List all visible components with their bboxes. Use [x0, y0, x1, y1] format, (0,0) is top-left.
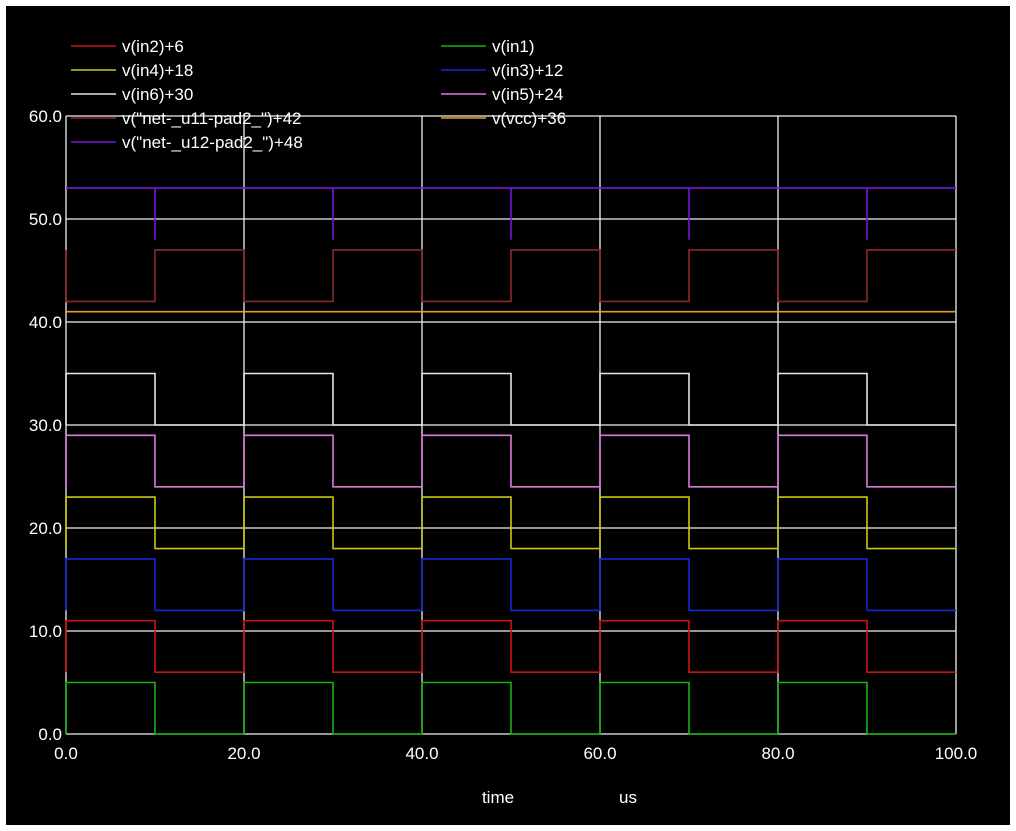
series-line-5	[65, 434, 956, 488]
series-line-1	[65, 681, 956, 735]
y-tick-label: 60.0	[29, 107, 62, 126]
series-line-4	[65, 372, 956, 426]
x-tick-label: 100.0	[935, 744, 978, 763]
y-tick-label: 40.0	[29, 313, 62, 332]
x-tick-label: 0.0	[54, 744, 78, 763]
x-axis-label: time	[482, 788, 514, 807]
legend-label: v("net-_u11-pad2_")+42	[122, 109, 302, 128]
y-tick-label: 30.0	[29, 416, 62, 435]
series-line-2	[65, 496, 956, 550]
y-tick-label: 10.0	[29, 622, 62, 641]
waveform-plot: 0.0 20.0 40.0 60.0 80.0 100.0 0.0 10.0 20.0 30.0…	[29, 37, 977, 807]
x-tick-label: 80.0	[761, 744, 794, 763]
legend-label: v(in1)	[492, 37, 535, 56]
legend-label: v(in3)+12	[492, 61, 563, 80]
legend-label: v(in4)+18	[122, 61, 193, 80]
series-line-8	[66, 187, 956, 240]
y-tick-label: 50.0	[29, 210, 62, 229]
series-line-0	[65, 619, 956, 674]
legend-label: v("net-_u12-pad2_")+48	[122, 133, 303, 152]
x-tick-label: 40.0	[405, 744, 438, 763]
series-line-6	[65, 249, 956, 303]
series-layer	[65, 187, 956, 735]
legend-label: v(in5)+24	[492, 85, 563, 104]
plot-window: 0.0 20.0 40.0 60.0 80.0 100.0 0.0 10.0 20.0 30.0…	[6, 6, 1010, 825]
legend-label: v(vcc)+36	[492, 109, 566, 128]
y-tick-labels: 0.0 10.0 20.0 30.0 40.0 50.0 60.0	[29, 107, 62, 744]
series-line-3	[65, 558, 956, 612]
legend-label: v(in6)+30	[122, 85, 193, 104]
x-tick-label: 60.0	[583, 744, 616, 763]
x-tick-label: 20.0	[227, 744, 260, 763]
y-tick-label: 20.0	[29, 519, 62, 538]
x-axis-unit: us	[619, 788, 637, 807]
legend: v(in2)+6 v(in1) v(in4)+18 v(in3)+12 v(in6)+3…	[71, 37, 566, 152]
x-tick-labels: 0.0 20.0 40.0 60.0 80.0 100.0	[54, 744, 977, 763]
legend-label: v(in2)+6	[122, 37, 184, 56]
y-tick-label: 0.0	[38, 725, 62, 744]
